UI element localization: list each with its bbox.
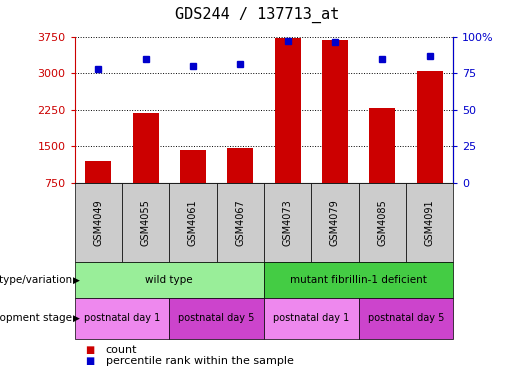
Bar — [85, 161, 111, 183]
Bar — [133, 113, 159, 183]
Text: GSM4067: GSM4067 — [235, 199, 245, 246]
Text: GSM4049: GSM4049 — [93, 199, 104, 246]
Text: ▶: ▶ — [73, 276, 79, 284]
Text: ■: ■ — [85, 344, 94, 355]
Text: GSM4085: GSM4085 — [377, 199, 387, 246]
Text: postnatal day 1: postnatal day 1 — [273, 313, 349, 324]
Bar — [264, 298, 358, 339]
Bar — [180, 150, 206, 183]
Bar — [75, 298, 169, 339]
Bar — [227, 148, 253, 183]
Text: mutant fibrillin-1 deficient: mutant fibrillin-1 deficient — [290, 275, 427, 285]
Text: postnatal day 5: postnatal day 5 — [368, 313, 444, 324]
Text: genotype/variation: genotype/variation — [0, 275, 72, 285]
Bar — [417, 71, 442, 183]
Text: wild type: wild type — [146, 275, 193, 285]
Text: count: count — [106, 344, 137, 355]
Text: ▶: ▶ — [73, 314, 79, 323]
Bar — [264, 183, 311, 262]
Text: GSM4091: GSM4091 — [424, 199, 435, 246]
Bar — [169, 183, 217, 262]
Bar — [274, 38, 301, 183]
Bar — [311, 183, 358, 262]
Bar — [406, 183, 453, 262]
Text: GSM4055: GSM4055 — [141, 199, 151, 246]
Bar — [169, 298, 264, 339]
Text: GDS244 / 137713_at: GDS244 / 137713_at — [176, 7, 339, 23]
Text: ■: ■ — [85, 355, 94, 366]
Bar — [369, 108, 395, 183]
Text: postnatal day 1: postnatal day 1 — [84, 313, 160, 324]
Bar — [358, 183, 406, 262]
Bar — [122, 183, 169, 262]
Bar — [322, 40, 348, 183]
Bar — [75, 183, 122, 262]
Text: percentile rank within the sample: percentile rank within the sample — [106, 355, 294, 366]
Bar — [217, 183, 264, 262]
Text: postnatal day 5: postnatal day 5 — [178, 313, 255, 324]
Bar — [264, 262, 453, 298]
Text: GSM4061: GSM4061 — [188, 199, 198, 246]
Bar — [75, 262, 264, 298]
Text: development stage: development stage — [0, 313, 72, 324]
Text: GSM4073: GSM4073 — [283, 199, 293, 246]
Bar — [358, 298, 453, 339]
Text: GSM4079: GSM4079 — [330, 199, 340, 246]
